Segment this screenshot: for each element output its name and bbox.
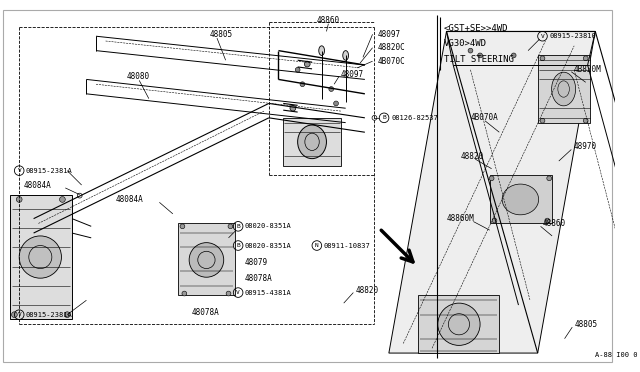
Text: N: N — [315, 243, 319, 248]
Circle shape — [438, 303, 480, 345]
Ellipse shape — [298, 125, 326, 158]
Polygon shape — [10, 195, 72, 320]
Circle shape — [547, 176, 552, 181]
Circle shape — [228, 224, 233, 229]
Circle shape — [492, 218, 497, 223]
Text: 08020-8351A: 08020-8351A — [245, 243, 292, 248]
Circle shape — [305, 61, 310, 67]
Ellipse shape — [502, 184, 539, 215]
Ellipse shape — [552, 72, 575, 106]
Circle shape — [12, 312, 17, 318]
Text: 4B070A: 4B070A — [470, 113, 498, 122]
Circle shape — [65, 312, 70, 318]
Text: 48820: 48820 — [355, 286, 378, 295]
Text: V: V — [17, 168, 21, 173]
Circle shape — [182, 291, 187, 296]
Text: 48080: 48080 — [127, 72, 150, 81]
Text: VG30>4WD: VG30>4WD — [444, 39, 486, 48]
Text: 48084A: 48084A — [115, 195, 143, 204]
Circle shape — [540, 56, 545, 61]
Text: 08911-10837: 08911-10837 — [324, 243, 371, 248]
Text: 48078A: 48078A — [245, 274, 273, 283]
Text: 48097: 48097 — [378, 30, 401, 39]
Polygon shape — [284, 118, 341, 166]
Circle shape — [468, 48, 473, 53]
Polygon shape — [389, 31, 595, 353]
Text: B: B — [382, 115, 386, 120]
Circle shape — [189, 243, 224, 277]
Text: V: V — [541, 34, 545, 39]
Text: B: B — [236, 224, 240, 229]
Text: 48860: 48860 — [317, 16, 340, 25]
Text: 08915-2381A: 08915-2381A — [26, 312, 73, 318]
Circle shape — [300, 82, 305, 87]
Circle shape — [290, 105, 296, 111]
Ellipse shape — [343, 51, 349, 60]
Circle shape — [511, 53, 516, 58]
Polygon shape — [418, 295, 499, 353]
Circle shape — [583, 118, 588, 123]
Text: 08915-4381A: 08915-4381A — [245, 289, 292, 296]
Text: V: V — [236, 290, 240, 295]
Text: 4B820M: 4B820M — [573, 65, 601, 74]
Polygon shape — [490, 176, 552, 224]
Text: B: B — [236, 243, 240, 248]
Circle shape — [329, 87, 333, 92]
Text: 48805: 48805 — [574, 320, 597, 329]
Circle shape — [226, 291, 231, 296]
Text: 48805: 48805 — [209, 30, 232, 39]
Polygon shape — [178, 224, 236, 295]
Text: TILT STEERING: TILT STEERING — [444, 55, 513, 64]
Text: 08915-23810: 08915-23810 — [549, 33, 596, 39]
Text: 4B070C: 4B070C — [378, 57, 405, 66]
Text: 48820C: 48820C — [378, 43, 405, 52]
Text: A-88 I00 0: A-88 I00 0 — [595, 352, 638, 358]
Circle shape — [477, 53, 483, 58]
Circle shape — [540, 118, 545, 123]
Circle shape — [583, 56, 588, 61]
Circle shape — [17, 196, 22, 202]
Text: 08915-2381A: 08915-2381A — [26, 168, 73, 174]
Circle shape — [19, 236, 61, 278]
Ellipse shape — [319, 46, 324, 55]
Text: 48078A: 48078A — [192, 308, 220, 317]
Text: 48079: 48079 — [245, 258, 268, 267]
Circle shape — [60, 196, 65, 202]
Circle shape — [333, 101, 339, 106]
Text: V: V — [17, 312, 21, 317]
Text: 48097: 48097 — [341, 70, 364, 79]
Text: 08126-82537: 08126-82537 — [392, 115, 438, 121]
Circle shape — [295, 67, 300, 72]
Text: <GST+SE>>4WD: <GST+SE>>4WD — [444, 24, 508, 33]
Text: 48970: 48970 — [573, 142, 596, 151]
Text: 48860: 48860 — [543, 219, 566, 228]
Text: 48820: 48820 — [461, 152, 484, 161]
Circle shape — [545, 218, 550, 223]
Text: 48860M: 48860M — [447, 214, 474, 223]
Text: 48084A: 48084A — [24, 180, 52, 190]
Circle shape — [489, 176, 494, 181]
Polygon shape — [538, 55, 591, 123]
Text: 08020-8351A: 08020-8351A — [245, 223, 292, 229]
Circle shape — [180, 224, 185, 229]
